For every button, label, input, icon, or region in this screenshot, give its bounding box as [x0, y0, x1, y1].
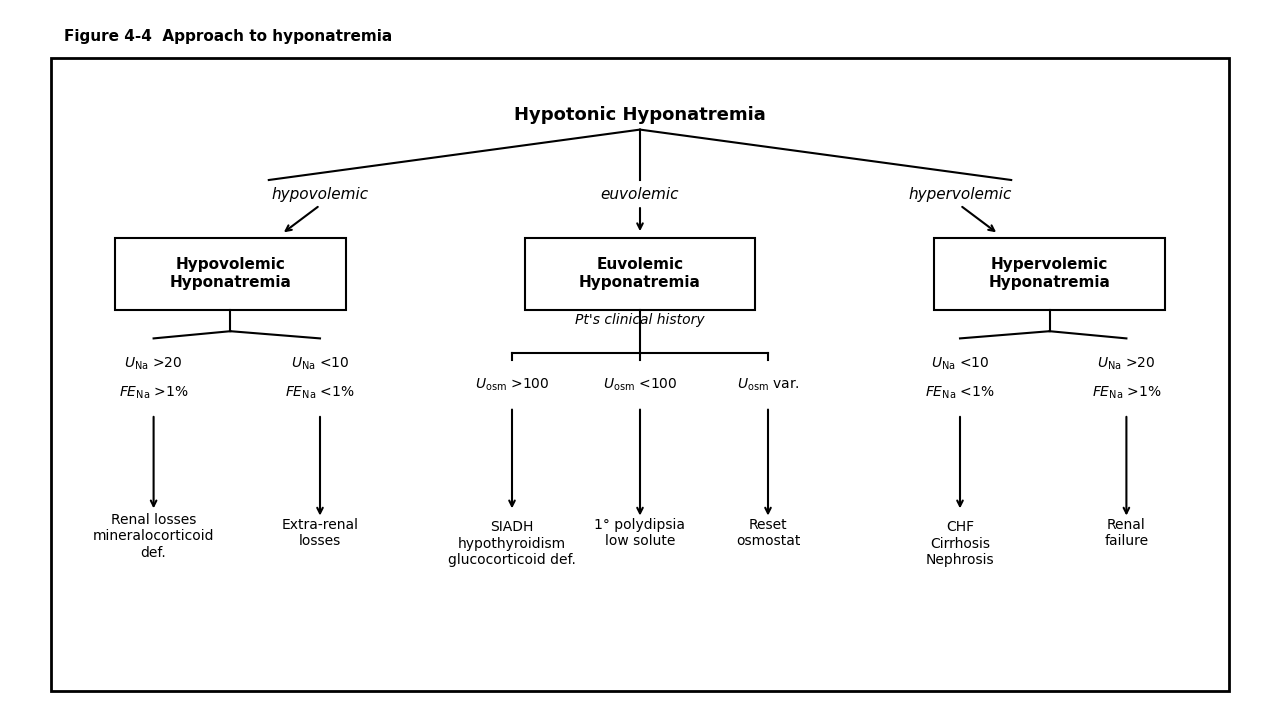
- Text: hypervolemic: hypervolemic: [909, 187, 1011, 202]
- Text: $\mathit{U}_{\mathrm{osm}}$ var.: $\mathit{U}_{\mathrm{osm}}$ var.: [736, 377, 800, 393]
- FancyBboxPatch shape: [51, 58, 1229, 691]
- Text: Reset
osmostat: Reset osmostat: [736, 518, 800, 548]
- Text: $\mathit{FE}_{\mathrm{Na}}$ >1%: $\mathit{FE}_{\mathrm{Na}}$ >1%: [1092, 384, 1161, 400]
- Text: $\mathit{U}_{\mathrm{Na}}$ <10: $\mathit{U}_{\mathrm{Na}}$ <10: [931, 356, 989, 372]
- Text: $\mathit{FE}_{\mathrm{Na}}$ >1%: $\mathit{FE}_{\mathrm{Na}}$ >1%: [119, 384, 188, 400]
- Text: Hypervolemic
Hyponatremia: Hypervolemic Hyponatremia: [988, 258, 1111, 290]
- Text: Renal
failure: Renal failure: [1105, 518, 1148, 548]
- Text: $\mathit{U}_{\mathrm{Na}}$ >20: $\mathit{U}_{\mathrm{Na}}$ >20: [124, 356, 183, 372]
- Text: Renal losses
mineralocorticoid
def.: Renal losses mineralocorticoid def.: [93, 513, 214, 559]
- Text: hypovolemic: hypovolemic: [271, 187, 369, 202]
- Text: Euvolemic
Hyponatremia: Euvolemic Hyponatremia: [579, 258, 701, 290]
- Text: Hypotonic Hyponatremia: Hypotonic Hyponatremia: [515, 107, 765, 125]
- Text: Pt's clinical history: Pt's clinical history: [575, 313, 705, 328]
- Text: $\mathit{U}_{\mathrm{osm}}$ <100: $\mathit{U}_{\mathrm{osm}}$ <100: [603, 377, 677, 393]
- Text: Figure 4-4  Approach to hyponatremia: Figure 4-4 Approach to hyponatremia: [64, 29, 392, 44]
- Text: $\mathit{U}_{\mathrm{osm}}$ >100: $\mathit{U}_{\mathrm{osm}}$ >100: [475, 377, 549, 393]
- FancyBboxPatch shape: [934, 238, 1165, 310]
- Text: $\mathit{FE}_{\mathrm{Na}}$ <1%: $\mathit{FE}_{\mathrm{Na}}$ <1%: [925, 384, 995, 400]
- Text: Hypovolemic
Hyponatremia: Hypovolemic Hyponatremia: [169, 258, 292, 290]
- Text: Extra-renal
losses: Extra-renal losses: [282, 518, 358, 548]
- Text: $\mathit{FE}_{\mathrm{Na}}$ <1%: $\mathit{FE}_{\mathrm{Na}}$ <1%: [285, 384, 355, 400]
- Text: 1° polydipsia
low solute: 1° polydipsia low solute: [594, 518, 686, 548]
- Text: SIADH
hypothyroidism
glucocorticoid def.: SIADH hypothyroidism glucocorticoid def.: [448, 521, 576, 567]
- Text: $\mathit{U}_{\mathrm{Na}}$ <10: $\mathit{U}_{\mathrm{Na}}$ <10: [291, 356, 349, 372]
- FancyBboxPatch shape: [115, 238, 346, 310]
- Text: CHF
Cirrhosis
Nephrosis: CHF Cirrhosis Nephrosis: [925, 521, 995, 567]
- FancyBboxPatch shape: [525, 238, 755, 310]
- Text: $\mathit{U}_{\mathrm{Na}}$ >20: $\mathit{U}_{\mathrm{Na}}$ >20: [1097, 356, 1156, 372]
- Text: euvolemic: euvolemic: [600, 187, 680, 202]
